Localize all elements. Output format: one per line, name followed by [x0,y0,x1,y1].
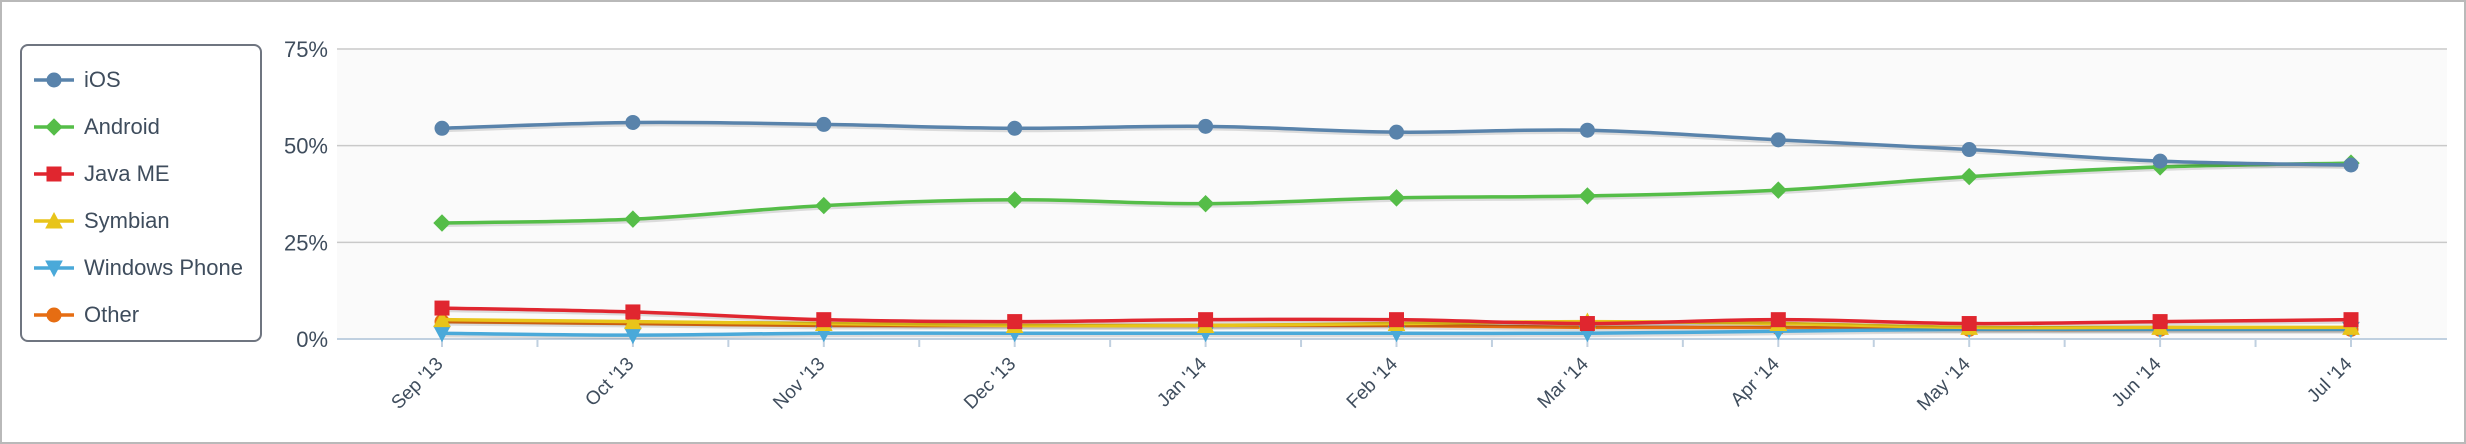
legend-item-windows-phone[interactable]: Windows Phone [22,244,260,291]
triangle-up-marker-icon [34,211,74,228]
data-point [1005,191,1024,209]
data-point [1961,316,1977,332]
data-point [1198,118,1214,134]
data-point [1769,181,1788,199]
legend-label: iOS [84,66,121,92]
data-point [815,196,833,215]
y-tick-label: 25% [284,230,328,255]
data-point [816,116,832,132]
legend-marker [46,307,62,322]
x-tick-label: Apr '14 [1727,353,1784,410]
series-ios [434,114,2359,173]
data-point [1389,124,1404,140]
x-tick-label: May '14 [1913,353,1975,415]
data-point [625,114,641,130]
data-point [434,300,450,316]
x-tick-label: Jun '14 [2108,353,2166,411]
data-point [2152,153,2168,169]
data-point [624,210,642,228]
data-point [1007,120,1023,136]
data-point [433,310,451,328]
legend-label: Android [84,113,160,139]
series-java-me [434,300,2359,332]
data-point [1770,312,1786,328]
data-point [1578,187,1597,205]
data-point [1961,142,1977,158]
data-point [1770,132,1786,148]
x-tick-label: Nov '13 [769,354,829,414]
legend-item-android[interactable]: Android [22,103,260,150]
data-point [1389,312,1404,328]
legend-marker [46,72,62,87]
x-tick-label: Sep '13 [388,354,448,414]
legend-item-symbian[interactable]: Symbian [22,197,260,244]
data-point [1007,314,1023,330]
legend-label: Java ME [84,160,170,186]
y-tick-label: 50% [284,134,328,159]
x-tick-label: Feb '14 [1343,353,1403,413]
legend-marker [45,260,63,277]
data-point [1198,312,1214,328]
data-point [1579,316,1595,332]
legend-marker [45,117,63,136]
circle-marker-icon [34,72,74,87]
x-tick-label: Dec '13 [960,354,1020,414]
circle-marker-icon [34,307,74,322]
legend-marker [45,211,63,228]
legend-item-ios[interactable]: iOS [22,56,260,103]
data-point [434,120,450,136]
diamond-marker-icon [34,117,74,136]
series-layer [433,114,2360,345]
legend-item-other[interactable]: Other [22,291,260,338]
data-point [624,312,642,330]
x-tick-label: Oct '13 [581,354,638,411]
y-tick-label: 75% [284,37,328,62]
legend-label: Other [84,301,140,327]
data-point [816,312,832,328]
data-point [625,304,641,320]
legend: iOS Android Java ME Symbian Windows Phone Oth… [20,44,262,342]
square-marker-icon [34,166,74,181]
x-tick-label: Mar '14 [1534,353,1594,413]
legend-marker [46,166,62,181]
data-point [2343,157,2359,173]
legend-item-java-me[interactable]: Java ME [22,150,260,197]
legend-label: Windows Phone [84,254,243,280]
y-tick-label: 0% [296,327,328,352]
data-point [2343,312,2359,328]
x-tick-label: Jul '14 [2303,353,2357,407]
data-point [1196,194,1215,213]
data-point [1387,189,1406,207]
data-point [2152,314,2168,330]
data-point [433,214,451,232]
data-point [1579,122,1595,138]
legend-label: Symbian [84,207,170,233]
data-point [1960,167,1978,186]
x-tick-label: Jan '14 [1153,353,1211,411]
triangle-down-marker-icon [34,260,74,277]
